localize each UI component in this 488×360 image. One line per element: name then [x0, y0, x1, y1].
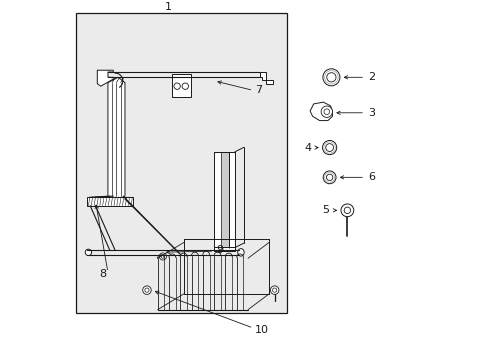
Bar — [214, 152, 220, 248]
Bar — [76, 13, 286, 313]
Circle shape — [344, 207, 350, 213]
Circle shape — [323, 109, 329, 114]
Circle shape — [144, 288, 149, 292]
Text: 5: 5 — [322, 205, 329, 215]
Bar — [86, 197, 133, 206]
Bar — [171, 74, 191, 97]
Polygon shape — [108, 77, 125, 202]
Circle shape — [159, 253, 166, 260]
Text: 6: 6 — [367, 172, 374, 182]
Circle shape — [142, 286, 151, 294]
Ellipse shape — [237, 249, 244, 256]
Circle shape — [161, 255, 164, 258]
Text: 2: 2 — [367, 72, 374, 82]
Ellipse shape — [85, 249, 91, 256]
Text: 3: 3 — [367, 108, 374, 118]
Circle shape — [321, 106, 332, 117]
Circle shape — [323, 171, 335, 184]
Polygon shape — [309, 102, 332, 121]
Bar — [228, 152, 234, 248]
Circle shape — [322, 69, 339, 86]
Bar — [214, 247, 234, 251]
Circle shape — [326, 73, 335, 82]
Text: 1: 1 — [164, 3, 171, 12]
Circle shape — [270, 286, 278, 294]
Circle shape — [272, 288, 276, 292]
Text: 9: 9 — [216, 245, 223, 255]
Polygon shape — [260, 72, 272, 84]
Circle shape — [326, 174, 332, 180]
Text: 8: 8 — [99, 269, 106, 279]
Text: 4: 4 — [304, 143, 310, 153]
Circle shape — [325, 144, 333, 152]
Circle shape — [340, 204, 353, 217]
Bar — [220, 152, 228, 248]
Polygon shape — [97, 70, 113, 86]
Circle shape — [322, 140, 336, 155]
Circle shape — [174, 83, 180, 89]
Text: 7: 7 — [255, 85, 262, 95]
Text: 10: 10 — [255, 325, 268, 335]
Circle shape — [182, 83, 188, 89]
